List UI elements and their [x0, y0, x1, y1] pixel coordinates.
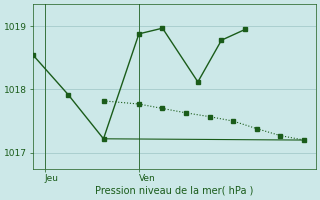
X-axis label: Pression niveau de la mer( hPa ): Pression niveau de la mer( hPa )	[95, 186, 253, 196]
